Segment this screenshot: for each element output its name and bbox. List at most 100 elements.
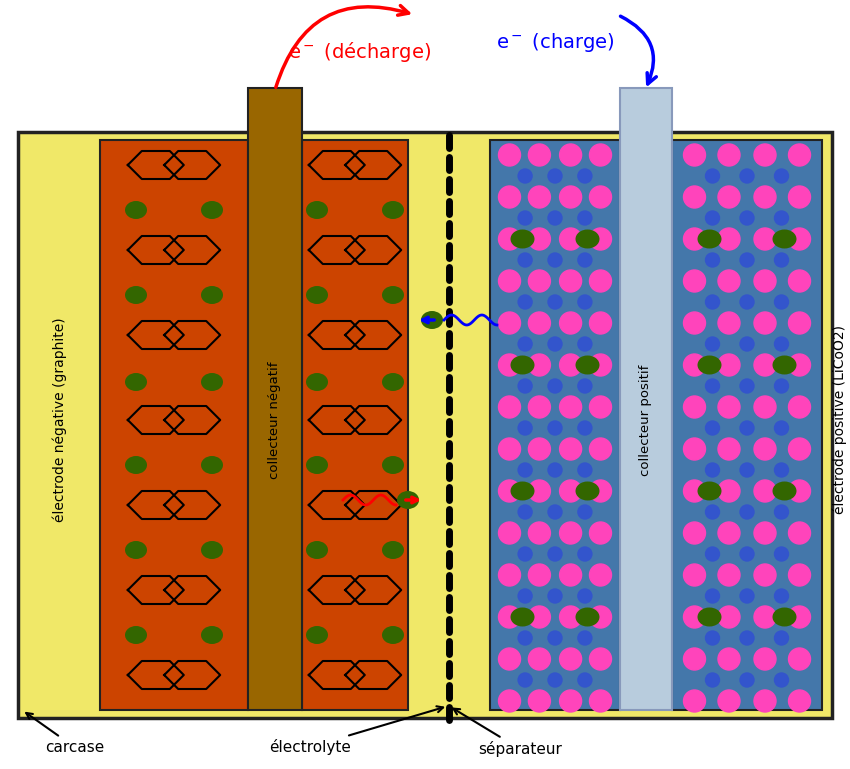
Circle shape (774, 589, 789, 603)
Circle shape (706, 463, 719, 477)
Circle shape (559, 564, 581, 586)
Circle shape (683, 648, 706, 670)
Circle shape (706, 589, 719, 603)
Ellipse shape (511, 481, 535, 501)
Circle shape (789, 564, 811, 586)
Circle shape (683, 690, 706, 712)
Text: carcase: carcase (26, 713, 105, 755)
Circle shape (559, 396, 581, 418)
Circle shape (740, 379, 754, 393)
Circle shape (789, 312, 811, 334)
Circle shape (498, 690, 520, 712)
Circle shape (578, 547, 592, 561)
Circle shape (590, 438, 611, 460)
Circle shape (754, 606, 776, 628)
Circle shape (590, 690, 611, 712)
Ellipse shape (773, 481, 796, 501)
Circle shape (548, 253, 562, 267)
Ellipse shape (125, 626, 147, 644)
Circle shape (529, 186, 551, 208)
Ellipse shape (698, 355, 722, 375)
Circle shape (740, 337, 754, 351)
Bar (100, 140, 248, 710)
Circle shape (789, 606, 811, 628)
Circle shape (706, 253, 719, 267)
Ellipse shape (306, 626, 328, 644)
Circle shape (559, 690, 581, 712)
Circle shape (548, 547, 562, 561)
Circle shape (559, 312, 581, 334)
Circle shape (590, 270, 611, 292)
Circle shape (789, 354, 811, 376)
Circle shape (774, 295, 789, 309)
Circle shape (740, 673, 754, 687)
Ellipse shape (306, 456, 328, 474)
Circle shape (683, 522, 706, 544)
Circle shape (718, 522, 740, 544)
Circle shape (518, 673, 532, 687)
Ellipse shape (511, 355, 535, 375)
Circle shape (754, 270, 776, 292)
Circle shape (548, 673, 562, 687)
Circle shape (590, 396, 611, 418)
Circle shape (559, 606, 581, 628)
Ellipse shape (306, 201, 328, 219)
Circle shape (590, 354, 611, 376)
Circle shape (529, 564, 551, 586)
Circle shape (683, 438, 706, 460)
Ellipse shape (382, 286, 404, 304)
Circle shape (718, 438, 740, 460)
Ellipse shape (773, 355, 796, 375)
Circle shape (754, 396, 776, 418)
Ellipse shape (306, 373, 328, 391)
Text: e$^-$ (charge): e$^-$ (charge) (496, 31, 615, 54)
Circle shape (578, 295, 592, 309)
Circle shape (706, 169, 719, 183)
Circle shape (578, 211, 592, 225)
Circle shape (718, 228, 740, 250)
Circle shape (754, 522, 776, 544)
Circle shape (529, 144, 551, 166)
Circle shape (789, 648, 811, 670)
Circle shape (774, 463, 789, 477)
Circle shape (498, 228, 520, 250)
Circle shape (774, 169, 789, 183)
Circle shape (706, 211, 719, 225)
Circle shape (578, 463, 592, 477)
Circle shape (706, 673, 719, 687)
Circle shape (548, 589, 562, 603)
Circle shape (529, 480, 551, 502)
Circle shape (789, 480, 811, 502)
Circle shape (498, 186, 520, 208)
Circle shape (683, 396, 706, 418)
Circle shape (740, 253, 754, 267)
Circle shape (498, 396, 520, 418)
Circle shape (548, 421, 562, 435)
Circle shape (578, 169, 592, 183)
Ellipse shape (382, 456, 404, 474)
Circle shape (774, 379, 789, 393)
Circle shape (578, 505, 592, 519)
Circle shape (706, 295, 719, 309)
Circle shape (706, 547, 719, 561)
Circle shape (518, 253, 532, 267)
Circle shape (590, 522, 611, 544)
Circle shape (590, 564, 611, 586)
Ellipse shape (125, 286, 147, 304)
Circle shape (518, 631, 532, 645)
Circle shape (518, 463, 532, 477)
Bar (672, 140, 822, 710)
Circle shape (740, 463, 754, 477)
Circle shape (529, 312, 551, 334)
Circle shape (529, 522, 551, 544)
Bar (302, 140, 408, 710)
Circle shape (529, 396, 551, 418)
Circle shape (683, 312, 706, 334)
Circle shape (548, 463, 562, 477)
Ellipse shape (306, 286, 328, 304)
Circle shape (578, 253, 592, 267)
Circle shape (590, 312, 611, 334)
Ellipse shape (698, 229, 722, 248)
Ellipse shape (201, 201, 223, 219)
Circle shape (683, 480, 706, 502)
